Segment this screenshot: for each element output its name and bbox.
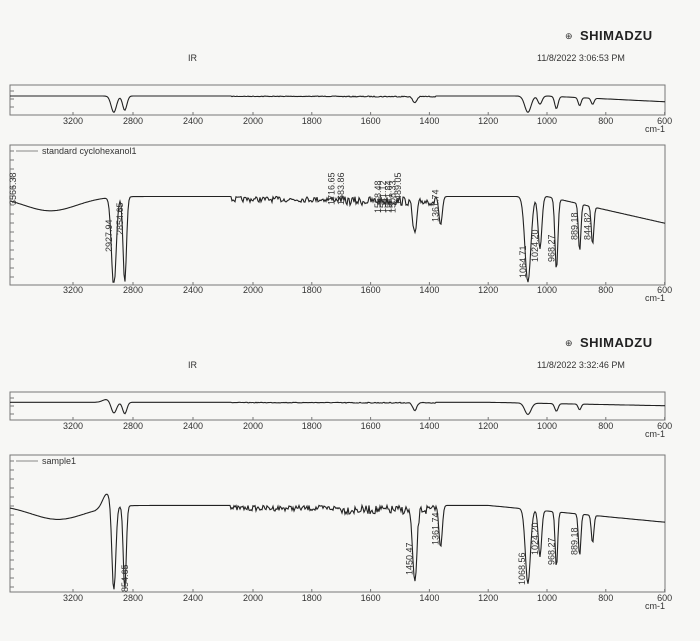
- x-tick-label: 1000: [537, 593, 557, 603]
- x-tick-label: 1200: [478, 285, 498, 295]
- x-tick-label: 600: [657, 421, 672, 431]
- peak-label: 1068.56: [517, 552, 527, 585]
- title: IR: [188, 360, 198, 370]
- x-tick-label: 600: [657, 285, 672, 295]
- peak-label: 2854.65: [115, 202, 125, 235]
- timestamp: 11/8/2022 3:06:53 PM: [537, 53, 625, 63]
- x-tick-label: 1000: [537, 285, 557, 295]
- title: IR: [188, 53, 198, 63]
- sample-name: sample1: [42, 456, 76, 466]
- x-tick-label: 2000: [243, 593, 263, 603]
- x-tick-label: 800: [598, 593, 613, 603]
- peak-label: 1024.20: [530, 522, 540, 555]
- x-tick-label: 1800: [302, 285, 322, 295]
- peak-label: 889.18: [570, 527, 580, 555]
- x-tick-label: 1400: [419, 285, 439, 295]
- x-tick-label: 800: [598, 421, 613, 431]
- spectrum: [9, 195, 666, 283]
- x-tick-label: 1600: [361, 116, 381, 126]
- x-tick-label: 3200: [63, 421, 83, 431]
- peak-label: 854.65: [120, 564, 130, 592]
- spectrum: [9, 493, 666, 590]
- logo-icon: ⊕: [565, 31, 573, 41]
- axis-unit: cm-1: [645, 124, 665, 134]
- x-tick-label: 1400: [419, 116, 439, 126]
- peak-label: 1024.20: [530, 229, 540, 262]
- spectrum: [10, 399, 665, 416]
- peak-label: 1683.86: [336, 172, 346, 205]
- x-tick-label: 2800: [123, 421, 143, 431]
- x-tick-label: 1200: [478, 421, 498, 431]
- peak-label: 889.18: [570, 212, 580, 240]
- logo: SHIMADZU: [580, 335, 653, 350]
- x-tick-label: 600: [657, 593, 672, 603]
- peak-label: 1361.74: [431, 512, 441, 545]
- x-tick-label: 1800: [302, 593, 322, 603]
- x-tick-label: 3200: [63, 116, 83, 126]
- x-tick-label: 1200: [478, 593, 498, 603]
- x-tick-label: 1200: [478, 116, 498, 126]
- logo: SHIMADZU: [580, 28, 653, 43]
- peak-label: 1521.84: [384, 180, 394, 213]
- spectrum: [10, 95, 666, 114]
- x-tick-label: 600: [657, 116, 672, 126]
- peak-label: 968.27: [546, 234, 556, 262]
- x-tick-label: 800: [598, 285, 613, 295]
- peak-label: 1064.71: [518, 245, 528, 278]
- x-tick-label: 1800: [302, 116, 322, 126]
- plot-frame: [9, 144, 666, 286]
- x-tick-label: 2800: [123, 285, 143, 295]
- x-tick-label: 1400: [419, 421, 439, 431]
- logo-icon: ⊕: [565, 338, 573, 348]
- x-tick-label: 2000: [243, 421, 263, 431]
- peak-label: 2927.94: [104, 219, 114, 252]
- plot-frame: [9, 84, 666, 116]
- x-tick-label: 1000: [537, 421, 557, 431]
- x-tick-label: 2000: [243, 116, 263, 126]
- x-tick-label: 2400: [183, 421, 203, 431]
- x-tick-label: 2400: [183, 593, 203, 603]
- x-tick-label: 1000: [537, 116, 557, 126]
- plot-frame: [9, 454, 666, 593]
- timestamp: 11/8/2022 3:32:46 PM: [537, 360, 625, 370]
- x-tick-label: 2800: [123, 593, 143, 603]
- peak-label: 3566.38: [8, 172, 18, 205]
- x-tick-label: 1600: [361, 285, 381, 295]
- x-tick-label: 2400: [183, 285, 203, 295]
- peak-label: 1541.12: [378, 180, 388, 213]
- peak-label: 1361.74: [431, 189, 441, 222]
- x-tick-label: 3200: [63, 593, 83, 603]
- peak-label: 1450.47: [405, 542, 415, 575]
- x-tick-label: 2800: [123, 116, 143, 126]
- peak-label: 1716.65: [326, 172, 336, 205]
- plot-frame: [9, 391, 666, 421]
- peak-label: 1489.05: [393, 172, 403, 205]
- peak-label: 968.27: [546, 537, 556, 565]
- x-tick-label: 1600: [361, 421, 381, 431]
- x-tick-label: 1800: [302, 421, 322, 431]
- x-tick-label: 2000: [243, 285, 263, 295]
- axis-unit: cm-1: [645, 601, 665, 611]
- axis-unit: cm-1: [645, 293, 665, 303]
- sample-name: standard cyclohexanol1: [42, 146, 137, 156]
- x-tick-label: 1600: [361, 593, 381, 603]
- x-tick-label: 3200: [63, 285, 83, 295]
- axis-unit: cm-1: [645, 429, 665, 439]
- x-tick-label: 800: [598, 116, 613, 126]
- x-tick-label: 2400: [183, 116, 203, 126]
- x-tick-label: 1400: [419, 593, 439, 603]
- peak-label: 1508.33: [388, 180, 398, 213]
- peak-label: 1558.48: [373, 180, 383, 213]
- peak-label: 844.82: [583, 212, 593, 240]
